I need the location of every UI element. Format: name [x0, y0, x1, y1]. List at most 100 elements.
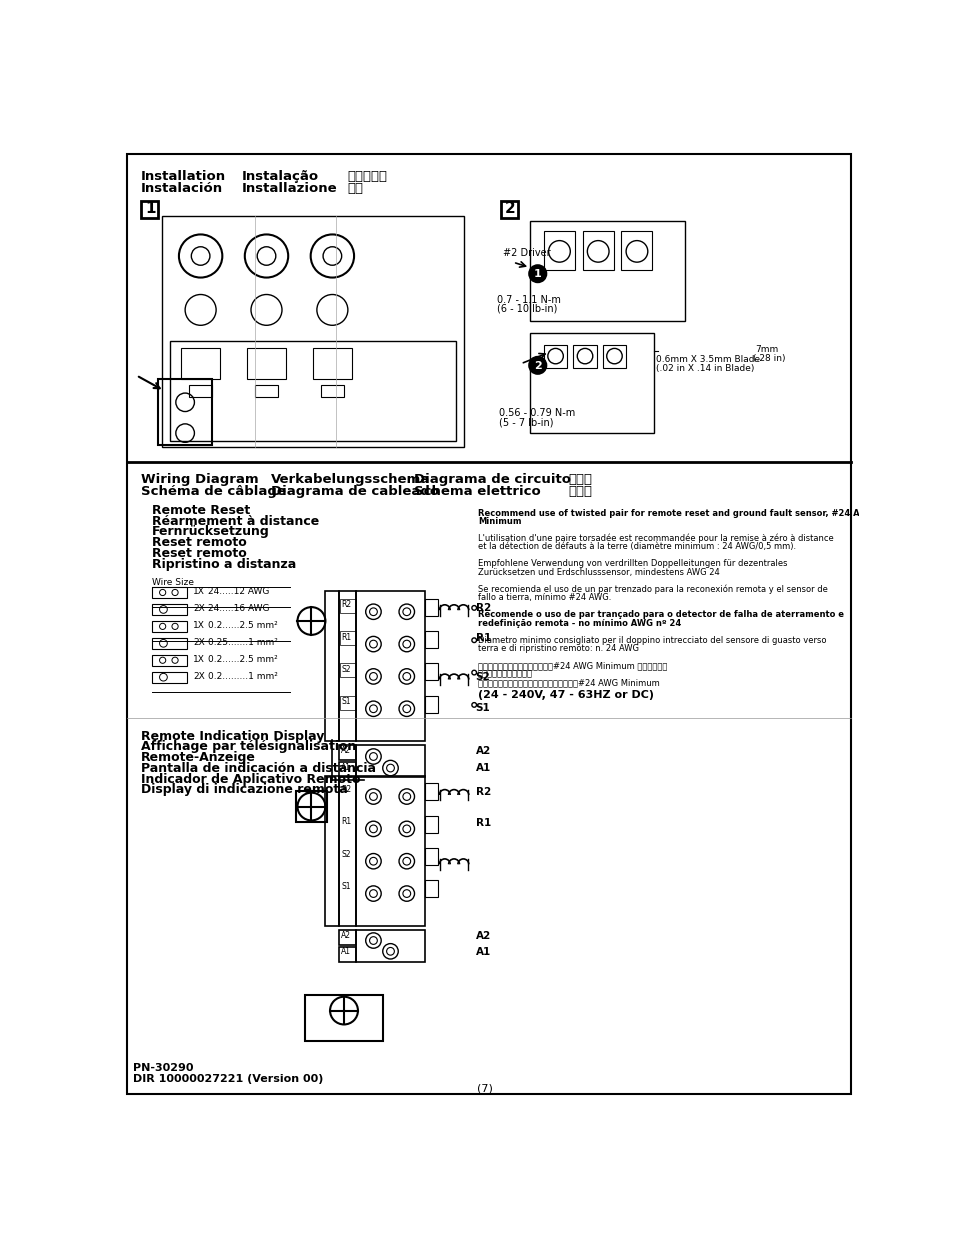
Text: A1: A1 [476, 763, 491, 773]
Bar [189, 385, 212, 396]
Text: A1: A1 [340, 947, 351, 956]
Text: 24.....16 AWG: 24.....16 AWG [208, 604, 270, 613]
Bar [340, 663, 355, 677]
Text: Indicador de Aplicativo Remoto: Indicador de Aplicativo Remoto [141, 773, 360, 785]
Text: Ripristino a distanza: Ripristino a distanza [152, 558, 295, 571]
Text: アの使用をお勧めします: アの使用をお勧めします [477, 669, 533, 678]
Bar [313, 348, 352, 379]
Text: Verkabelungsschema: Verkabelungsschema [271, 473, 430, 487]
Bar [425, 695, 437, 713]
Bar [573, 345, 596, 368]
Text: (6 - 10 lb-in): (6 - 10 lb-in) [497, 304, 557, 314]
Text: #2 Driver: #2 Driver [502, 248, 550, 258]
Text: 建议遥控复位和接地故障传感器使用双绞线，#24 AWG Minimum: 建议遥控复位和接地故障传感器使用双绞线，#24 AWG Minimum [477, 678, 659, 687]
Text: 0.7 - 1.1 N-m: 0.7 - 1.1 N-m [497, 294, 560, 305]
Text: Schema elettrico: Schema elettrico [414, 485, 540, 499]
Text: 取付け方法: 取付け方法 [347, 169, 387, 183]
Bar [152, 621, 187, 632]
Bar [339, 930, 356, 945]
Bar [320, 385, 344, 396]
Text: redefinição remota - no mínimo AWG nº 24: redefinição remota - no mínimo AWG nº 24 [477, 619, 680, 627]
Text: A2: A2 [476, 746, 491, 756]
Bar [620, 231, 652, 270]
Bar [602, 345, 625, 368]
Text: Wiring Diagram: Wiring Diagram [141, 473, 258, 487]
Bar [152, 655, 187, 666]
Text: 0.2......2.5 mm²: 0.2......2.5 mm² [208, 621, 278, 630]
Text: Affichage par télésignalisation: Affichage par télésignalisation [141, 740, 356, 753]
Text: R2: R2 [341, 785, 352, 794]
Text: Reset remoto: Reset remoto [152, 536, 246, 550]
Bar [340, 695, 355, 710]
Bar [356, 745, 424, 777]
Text: 0.2......2.5 mm²: 0.2......2.5 mm² [208, 655, 278, 664]
Text: R2: R2 [476, 603, 491, 613]
Bar [181, 348, 220, 379]
Text: A2: A2 [476, 930, 491, 941]
Text: 0.2.........1 mm²: 0.2.........1 mm² [208, 672, 278, 680]
Bar [339, 592, 356, 741]
Bar [530, 333, 654, 433]
Bar [543, 231, 575, 270]
Text: Remote Reset: Remote Reset [152, 504, 250, 517]
Text: 7mm: 7mm [754, 345, 778, 353]
Text: DIR 10000027221 (Version 00): DIR 10000027221 (Version 00) [133, 1073, 323, 1084]
Text: 配線図: 配線図 [568, 473, 592, 487]
Text: 1X: 1X [193, 587, 205, 597]
Circle shape [472, 671, 476, 674]
Text: 2X: 2X [193, 672, 204, 680]
Bar [170, 341, 456, 441]
Text: Recomende o uso de par trançado para o detector de falha de aterramento e: Recomende o uso de par trançado para o d… [477, 610, 843, 619]
Bar [339, 762, 356, 777]
Bar [295, 792, 327, 823]
Bar [158, 379, 212, 445]
Text: A2: A2 [340, 930, 351, 940]
Text: R1: R1 [341, 632, 352, 641]
Text: R2: R2 [341, 600, 352, 609]
Bar [141, 200, 158, 217]
Text: 1: 1 [534, 269, 541, 279]
Text: Wire Size: Wire Size [152, 578, 193, 587]
Text: R1: R1 [476, 818, 491, 829]
Text: S1: S1 [476, 703, 490, 713]
Text: Pantalla de indicación a distancia: Pantalla de indicación a distancia [141, 762, 375, 774]
Text: (.02 in X .14 in Blade): (.02 in X .14 in Blade) [656, 364, 754, 373]
Text: Instalación: Instalación [141, 182, 223, 195]
Bar [500, 200, 517, 217]
Text: Installazione: Installazione [241, 182, 337, 195]
Bar [530, 221, 684, 321]
Text: Diagrama de circuito: Diagrama de circuito [414, 473, 570, 487]
Text: (.28 in): (.28 in) [753, 353, 785, 363]
Bar [340, 631, 355, 645]
Text: 24.....12 AWG: 24.....12 AWG [208, 587, 270, 597]
Text: fallo a tierra, mínimo #24 AWG.: fallo a tierra, mínimo #24 AWG. [477, 593, 611, 603]
Bar [152, 638, 187, 648]
Text: Diagrama de cableado: Diagrama de cableado [271, 485, 438, 499]
Text: S1: S1 [341, 698, 351, 706]
Text: R1: R1 [476, 634, 491, 643]
Bar [339, 947, 356, 962]
Text: Remote Indication Display: Remote Indication Display [141, 730, 324, 742]
Circle shape [472, 605, 476, 610]
Text: Schéma de câblage: Schéma de câblage [141, 485, 286, 499]
Text: A1: A1 [340, 763, 351, 772]
Text: S1: S1 [341, 882, 351, 890]
Text: Empfohlene Verwendung von verdrillten Doppelleitungen für dezentrales: Empfohlene Verwendung von verdrillten Do… [477, 559, 787, 568]
Text: S2: S2 [341, 664, 351, 674]
Text: 0.6mm X 3.5mm Blade: 0.6mm X 3.5mm Blade [656, 354, 760, 363]
Text: リモートリセットと漏電センサー#24 AWG Minimum のツイストペ: リモートリセットと漏電センサー#24 AWG Minimum のツイストペ [477, 661, 667, 671]
Text: A1: A1 [476, 947, 491, 957]
Text: Diametro minimo consigliato per il doppino intrecciato del sensore di guasto ver: Diametro minimo consigliato per il doppi… [477, 636, 825, 645]
Bar [356, 930, 424, 962]
Text: (24 - 240V, 47 - 63HZ or DC): (24 - 240V, 47 - 63HZ or DC) [477, 689, 654, 699]
Text: S2: S2 [341, 850, 351, 858]
Circle shape [472, 703, 476, 708]
Bar [340, 599, 355, 613]
Text: Instalação: Instalação [241, 169, 318, 183]
Bar [254, 385, 278, 396]
Text: Zurücksetzen und Erdschlusssensor, mindestens AWG 24: Zurücksetzen und Erdschlusssensor, minde… [477, 568, 720, 577]
Text: 2: 2 [504, 200, 515, 216]
Text: 1: 1 [145, 200, 155, 216]
Bar [152, 604, 187, 615]
Bar [152, 587, 187, 598]
